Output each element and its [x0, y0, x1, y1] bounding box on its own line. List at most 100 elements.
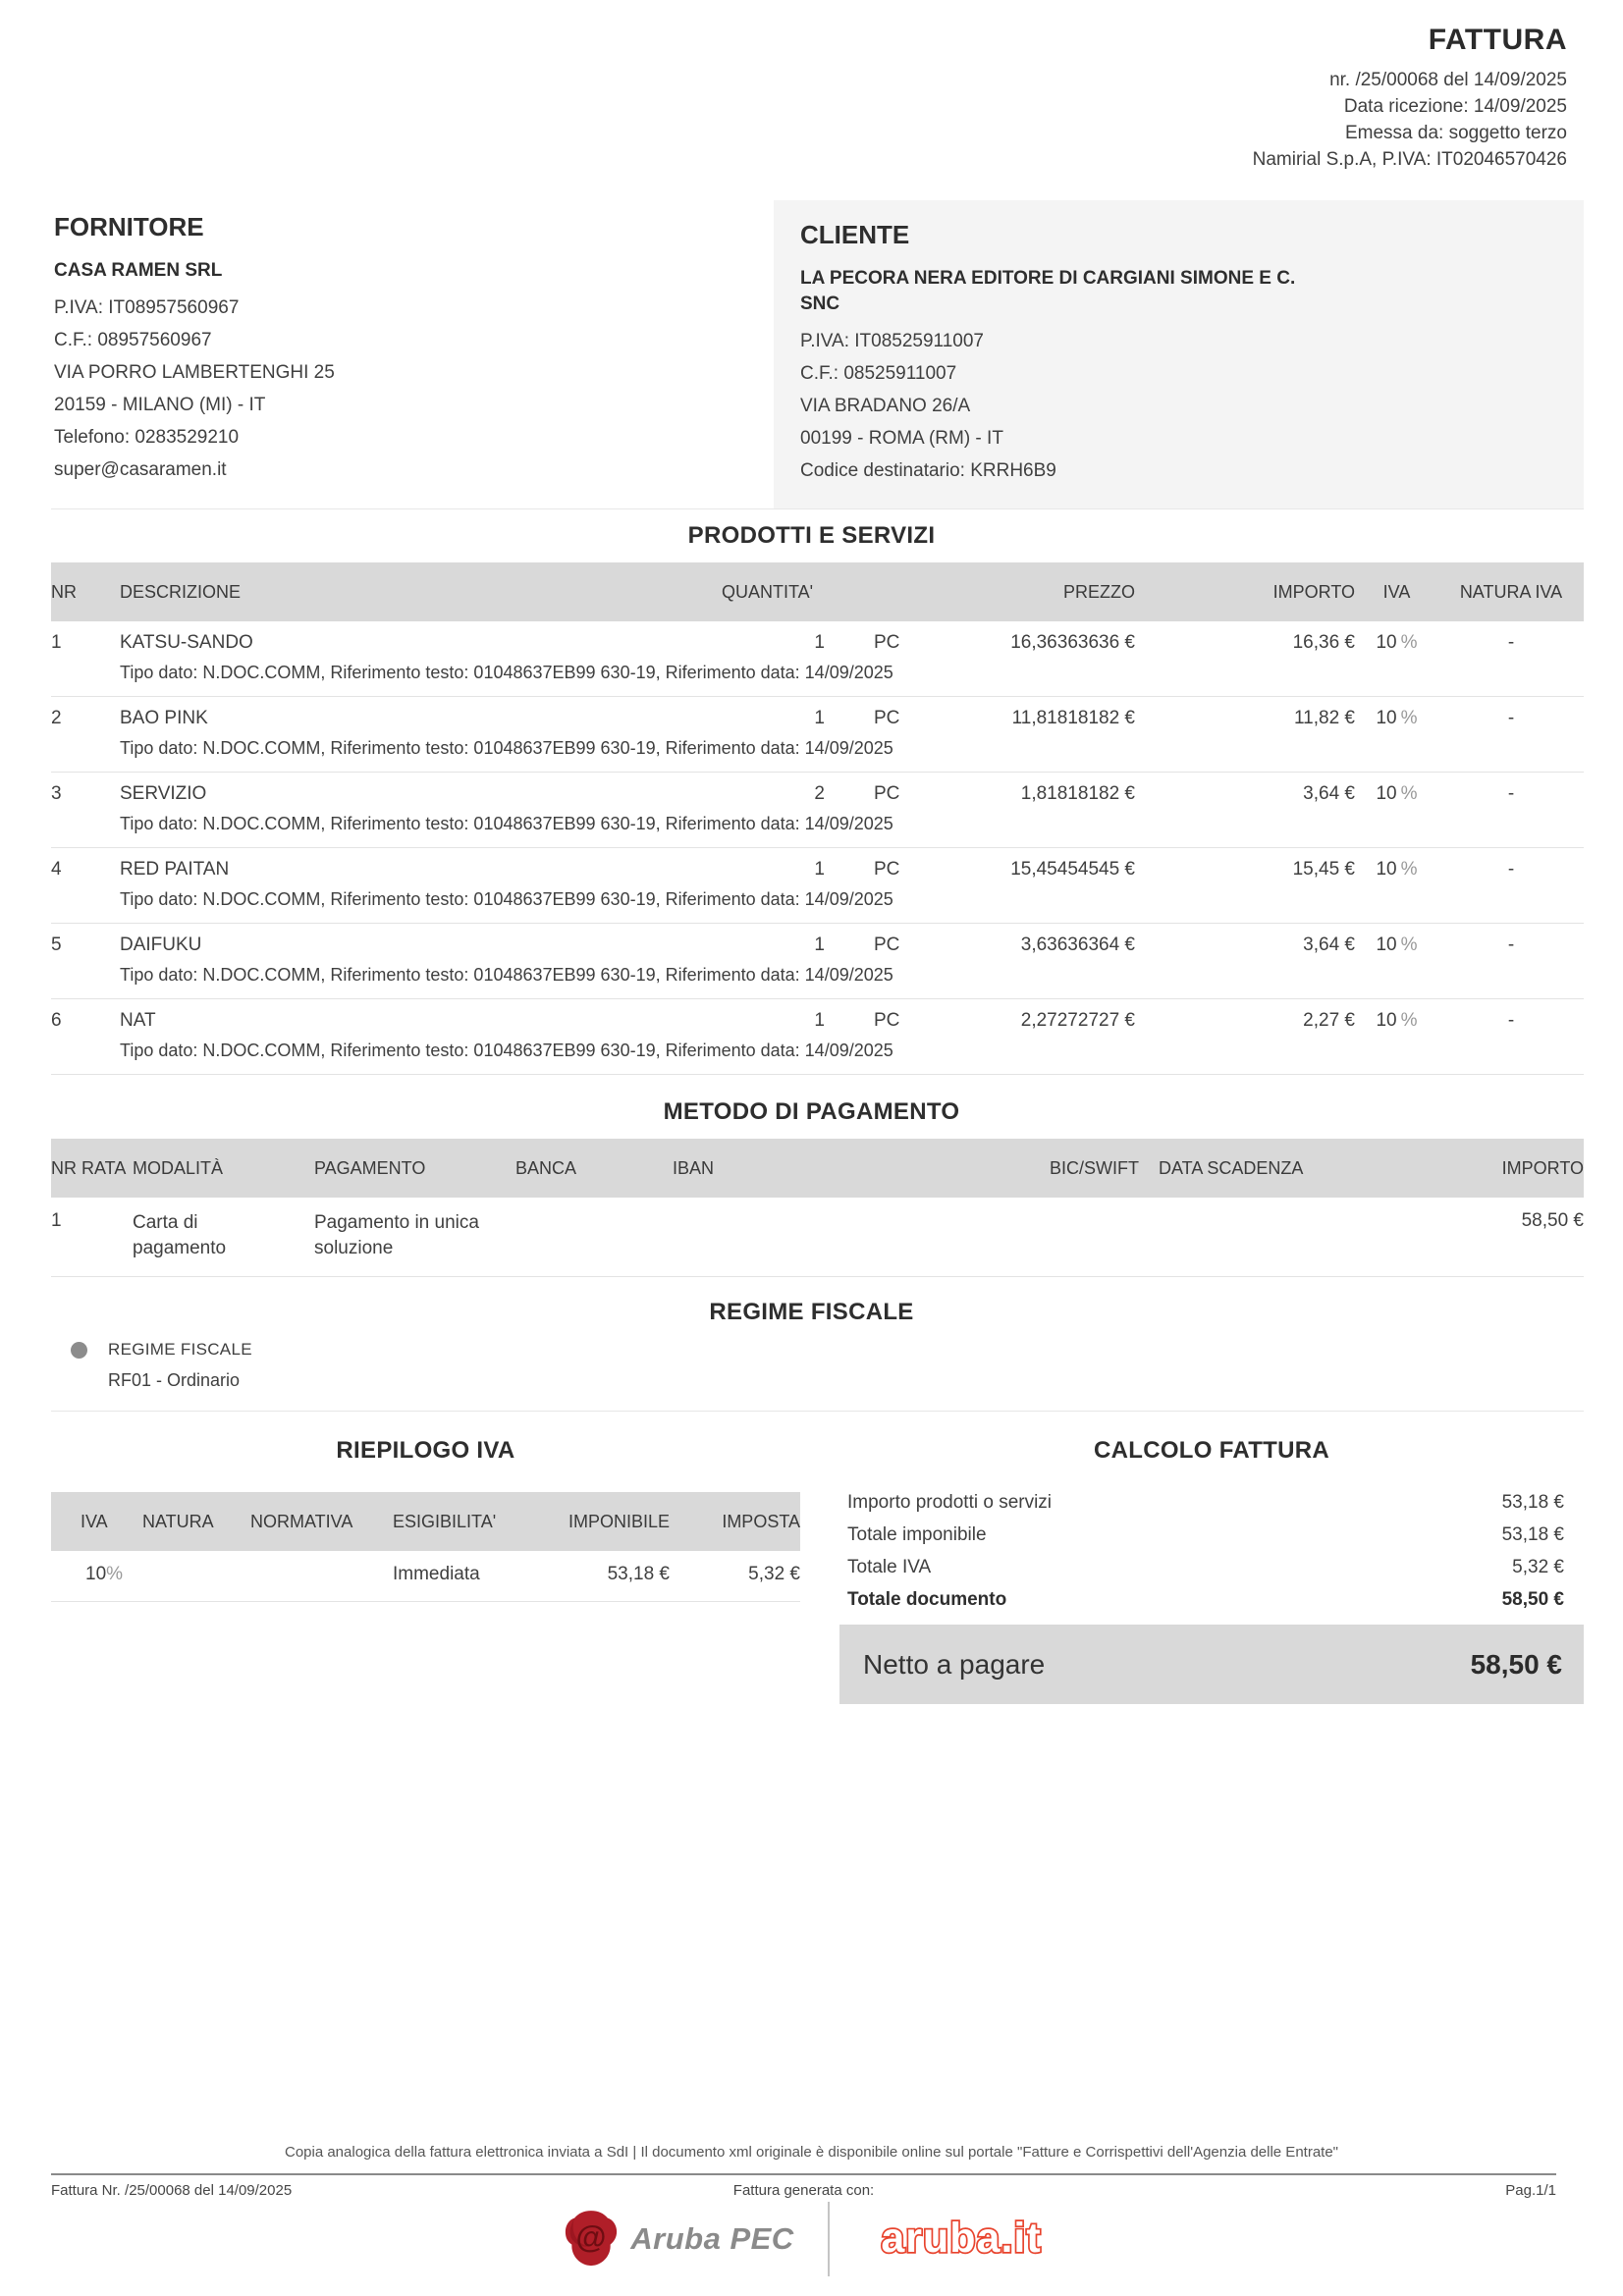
net-payable-value: 58,50 €: [1470, 1648, 1562, 1680]
row-unit: PC: [874, 859, 900, 880]
row-nr: 3: [51, 783, 62, 804]
row-qty: 1: [814, 632, 825, 653]
col-natura-iva: NATURA IVA: [1459, 581, 1563, 602]
supplier-email: super@casaramen.it: [54, 459, 227, 480]
footer-divider: [51, 2173, 1556, 2175]
col-iva: IVA: [1382, 581, 1411, 602]
row-amount: 3,64 €: [1303, 783, 1355, 804]
totals-value: 5,32 €: [1512, 1557, 1564, 1577]
row-price: 16,36363636 €: [1010, 632, 1135, 653]
riepilogo-table-header: IVA NATURA NORMATIVA ESIGIBILITA' IMPONI…: [51, 1492, 800, 1551]
document-title: FATTURA: [1428, 24, 1567, 56]
table-row: 3 SERVIZIO 2 PC 1,81818182 € 3,64 € 10% …: [51, 773, 1584, 848]
payment-amount: 58,50 €: [1521, 1210, 1584, 1231]
invoice-totals-block: CALCOLO FATTURA Importo prodotti o servi…: [839, 1437, 1584, 1704]
vat-rate: 10%: [85, 1564, 124, 1584]
vat-taxable: 53,18 €: [607, 1564, 670, 1584]
col-iva: IVA: [81, 1511, 108, 1531]
col-nr-rata: NR RATA: [51, 1157, 127, 1178]
col-descrizione: DESCRIZIONE: [120, 581, 242, 602]
supplier-name: CASA RAMEN SRL: [54, 260, 223, 281]
row-nature: -: [1507, 783, 1515, 804]
payment-table-header: NR RATA MODALITÀ PAGAMENTO BANCA IBAN BI…: [51, 1139, 1584, 1198]
svg-text:@: @: [576, 2218, 607, 2254]
supplier-address: VIA PORRO LAMBERTENGHI 25: [54, 362, 335, 383]
col-importo: IMPORTO: [1501, 1157, 1584, 1178]
totals-value: 53,18 €: [1501, 1524, 1564, 1545]
supplier-city: 20159 - MILANO (MI) - IT: [54, 395, 266, 415]
section-divider: [51, 508, 1584, 509]
col-importo: IMPORTO: [1272, 581, 1355, 602]
row-nature: -: [1507, 859, 1515, 880]
row-vat: 10%: [1376, 1010, 1418, 1031]
footer-row: Fattura Nr. /25/00068 del 14/09/2025 Fat…: [51, 2182, 1556, 2199]
col-pagamento: PAGAMENTO: [314, 1157, 426, 1178]
table-row: 10% Immediata 53,18 € 5,32 €: [51, 1551, 800, 1602]
totals-label: Totale IVA: [847, 1557, 932, 1577]
products-table-header: NR DESCRIZIONE QUANTITA' PREZZO IMPORTO …: [51, 562, 1584, 621]
invoice-number: nr. /25/00068 del 14/09/2025: [1329, 70, 1567, 90]
row-unit: PC: [874, 1010, 900, 1031]
row-qty: 1: [814, 708, 825, 728]
row-price: 2,27272727 €: [1020, 1010, 1135, 1031]
aruba-pec-logo: @ Aruba PEC: [564, 2209, 793, 2269]
col-imponibile: IMPONIBILE: [568, 1511, 670, 1531]
table-row: 6 NAT 1 PC 2,27272727 € 2,27 € 10% - Tip…: [51, 999, 1584, 1075]
row-price: 3,63636364 €: [1020, 934, 1135, 955]
row-qty: 1: [814, 859, 825, 880]
row-unit: PC: [874, 934, 900, 955]
svg-text:aruba.it: aruba.it: [881, 2215, 1041, 2262]
receipt-date: Data ricezione: 14/09/2025: [1343, 96, 1567, 117]
rose-at-icon: @: [566, 2211, 618, 2267]
parties-section: FORNITORE CASA RAMEN SRL P.IVA: IT089575…: [54, 200, 1584, 508]
net-payable-label: Netto a pagare: [863, 1648, 1046, 1680]
row-nature: -: [1507, 632, 1515, 653]
row-nature: -: [1507, 934, 1515, 955]
row-detail: Tipo dato: N.DOC.COMM, Riferimento testo…: [120, 814, 893, 833]
payment-table: NR RATA MODALITÀ PAGAMENTO BANCA IBAN BI…: [51, 1139, 1584, 1277]
table-row: 5 DAIFUKU 1 PC 3,63636364 € 3,64 € 10% -…: [51, 924, 1584, 999]
row-nr: 5: [51, 934, 62, 955]
row-nr: 2: [51, 708, 62, 728]
row-qty: 1: [814, 1010, 825, 1031]
row-description: RED PAITAN: [120, 859, 230, 880]
row-nature: -: [1507, 708, 1515, 728]
row-detail: Tipo dato: N.DOC.COMM, Riferimento testo…: [120, 965, 893, 985]
row-detail: Tipo dato: N.DOC.COMM, Riferimento testo…: [120, 889, 893, 909]
col-bic-swift: BIC/SWIFT: [1050, 1157, 1139, 1178]
regime-title: REGIME FISCALE: [709, 1299, 914, 1325]
vat-exigibility: Immediata: [393, 1564, 480, 1584]
totals-value: 58,50 €: [1501, 1589, 1564, 1610]
table-row: 1 KATSU-SANDO 1 PC 16,36363636 € 16,36 €…: [51, 621, 1584, 697]
products-table: NR DESCRIZIONE QUANTITA' PREZZO IMPORTO …: [51, 562, 1584, 1075]
row-amount: 11,82 €: [1294, 708, 1355, 728]
col-imposta: IMPOSTA: [722, 1511, 800, 1531]
col-nr: NR: [51, 581, 77, 602]
row-price: 1,81818182 €: [1020, 783, 1135, 804]
table-row: 1 Carta di pagamento Pagamento in unica …: [51, 1198, 1584, 1277]
row-detail: Tipo dato: N.DOC.COMM, Riferimento testo…: [120, 1041, 893, 1060]
row-unit: PC: [874, 783, 900, 804]
supplier-block: FORNITORE CASA RAMEN SRL P.IVA: IT089575…: [54, 200, 774, 508]
aruba-pec-logo-text: Aruba PEC: [630, 2221, 794, 2256]
footer-generated-label: Fattura generata con:: [732, 2182, 875, 2199]
footer-logos: @ Aruba PEC aruba.it: [0, 2202, 1623, 2276]
row-qty: 1: [814, 934, 825, 955]
totals-value: 53,18 €: [1501, 1492, 1564, 1513]
customer-address: VIA BRADANO 26/A: [800, 396, 971, 416]
vat-summary-block: RIEPILOGO IVA IVA NATURA NORMATIVA ESIGI…: [51, 1437, 800, 1704]
row-description: DAIFUKU: [120, 934, 202, 955]
row-description: KATSU-SANDO: [120, 632, 253, 653]
totals-row: Totale imponibile 53,18 €: [839, 1519, 1584, 1551]
riepilogo-title: RIEPILOGO IVA: [336, 1437, 515, 1464]
supplier-heading: FORNITORE: [54, 212, 204, 241]
issued-by: Emessa da: soggetto terzo: [1344, 123, 1567, 143]
row-nature: -: [1507, 1010, 1515, 1031]
customer-name: LA PECORA NERA EDITORE DI CARGIANI SIMON…: [800, 268, 1296, 314]
row-description: BAO PINK: [120, 708, 208, 728]
row-vat: 10%: [1376, 708, 1418, 728]
regime-value: RF01 - Ordinario: [108, 1370, 241, 1390]
row-vat: 10%: [1376, 783, 1418, 804]
customer-fiscal-code: C.F.: 08525911007: [800, 363, 957, 384]
customer-heading: CLIENTE: [800, 220, 910, 249]
